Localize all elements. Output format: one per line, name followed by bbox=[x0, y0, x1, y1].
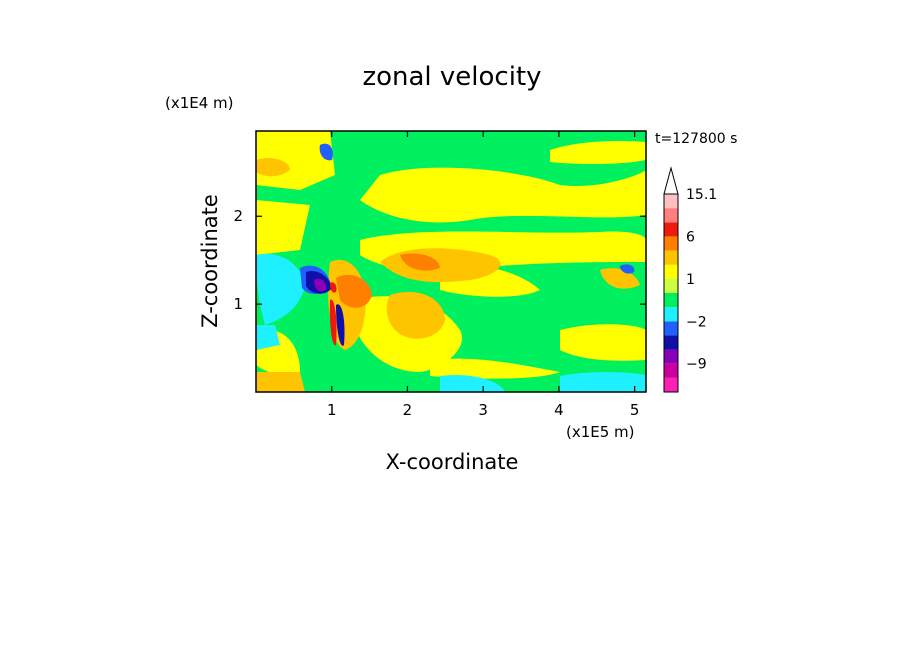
y-axis: 12 bbox=[233, 207, 646, 313]
colorbar-swatch bbox=[664, 278, 678, 293]
contour-field bbox=[256, 131, 646, 392]
colorbar-swatch bbox=[664, 377, 678, 392]
colorbar-swatch bbox=[664, 335, 678, 350]
colorbar-swatch bbox=[664, 349, 678, 364]
x-unit-label: (x1E5 m) bbox=[566, 423, 635, 441]
x-axis-title: X-coordinate bbox=[386, 450, 519, 474]
colorbar-swatch bbox=[664, 293, 678, 308]
colorbar-labels: 15.1 6 1 −2 −9 bbox=[686, 187, 717, 373]
y-axis-title: Z-coordinate bbox=[198, 194, 222, 328]
colorbar-label: 15.1 bbox=[686, 187, 717, 203]
y-unit-label: (x1E4 m) bbox=[165, 94, 234, 112]
x-axis: 1 2 3 4 5 bbox=[327, 131, 639, 419]
colorbar-label: 6 bbox=[686, 229, 695, 245]
time-label: t=127800 s bbox=[655, 131, 737, 147]
colorbar-swatch bbox=[664, 208, 678, 223]
colorbar-swatch bbox=[664, 250, 678, 265]
y-tick-label: 2 bbox=[233, 207, 243, 225]
x-tick-label: 2 bbox=[403, 401, 413, 419]
colorbar-swatch bbox=[664, 363, 678, 378]
colorbar-extend-max bbox=[663, 166, 679, 195]
colorbar-label: 1 bbox=[686, 272, 695, 288]
x-tick-label: 3 bbox=[478, 401, 488, 419]
colorbar-label: −2 bbox=[686, 314, 707, 330]
chart-title: zonal velocity bbox=[362, 62, 541, 92]
colorbar-swatch bbox=[664, 194, 678, 209]
x-tick-label: 5 bbox=[630, 401, 640, 419]
colorbar-swatch bbox=[664, 264, 678, 279]
colorbar-swatch bbox=[664, 236, 678, 251]
colorbar-frame bbox=[663, 193, 679, 393]
x-tick-label: 4 bbox=[554, 401, 564, 419]
plot-frame bbox=[255, 130, 647, 393]
colorbar-swatch bbox=[664, 321, 678, 336]
colorbar bbox=[663, 166, 679, 393]
colorbar-swatch bbox=[664, 222, 678, 237]
colorbar-label: −9 bbox=[686, 357, 707, 373]
x-tick-label: 1 bbox=[327, 401, 337, 419]
y-tick-label: 1 bbox=[233, 295, 243, 313]
colorbar-swatch bbox=[664, 307, 678, 322]
